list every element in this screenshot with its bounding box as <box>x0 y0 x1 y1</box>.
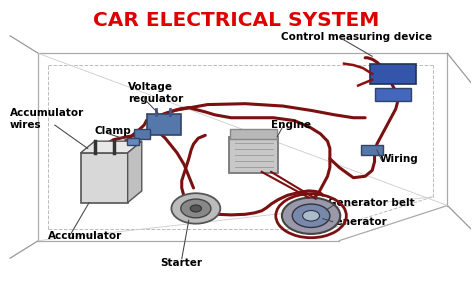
Text: Control measuring device: Control measuring device <box>281 32 432 42</box>
Circle shape <box>190 205 201 212</box>
Text: Starter: Starter <box>161 258 203 268</box>
FancyBboxPatch shape <box>370 64 416 84</box>
FancyBboxPatch shape <box>127 138 139 145</box>
FancyBboxPatch shape <box>147 114 181 135</box>
Text: Wiring: Wiring <box>379 154 418 164</box>
Text: Voltage
regulator: Voltage regulator <box>128 82 183 104</box>
Text: Accumulator
wires: Accumulator wires <box>10 108 84 130</box>
FancyBboxPatch shape <box>229 137 278 173</box>
Circle shape <box>181 199 211 218</box>
Text: CAR ELECTRICAL SYSTEM: CAR ELECTRICAL SYSTEM <box>92 11 379 30</box>
Circle shape <box>172 193 220 224</box>
FancyBboxPatch shape <box>230 128 277 139</box>
Text: Accumulator: Accumulator <box>48 231 122 241</box>
FancyBboxPatch shape <box>375 88 411 101</box>
Polygon shape <box>81 141 142 153</box>
Text: Engine: Engine <box>271 120 311 130</box>
Circle shape <box>302 211 319 221</box>
Text: Clamp: Clamp <box>95 126 131 136</box>
FancyBboxPatch shape <box>361 145 383 155</box>
Circle shape <box>292 204 330 228</box>
Polygon shape <box>128 141 142 203</box>
FancyBboxPatch shape <box>134 129 150 139</box>
Text: Generator belt: Generator belt <box>328 198 414 208</box>
Circle shape <box>282 198 340 234</box>
Text: Generator: Generator <box>328 217 387 227</box>
Polygon shape <box>81 153 128 203</box>
